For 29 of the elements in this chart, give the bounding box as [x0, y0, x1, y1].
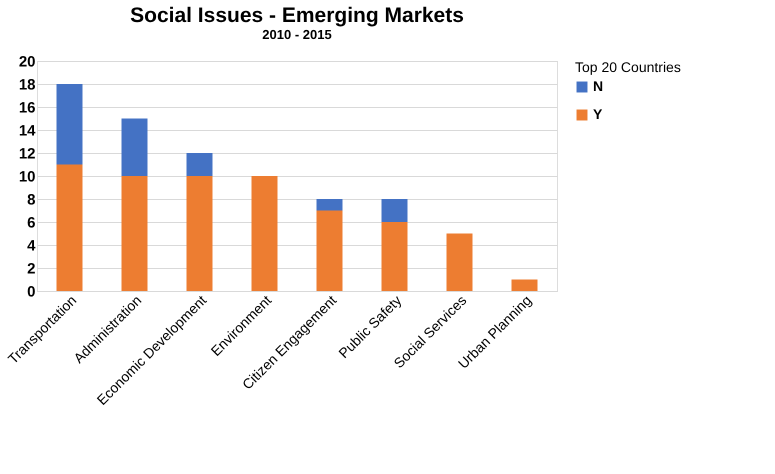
chart-subtitle: 2010 - 2015: [262, 27, 332, 42]
y-tick-label: 6: [27, 214, 36, 232]
bar: [186, 176, 212, 291]
bar: [316, 199, 342, 210]
bar: [186, 153, 212, 176]
bar: [382, 199, 408, 222]
y-tick-label: 10: [18, 168, 36, 186]
bar: [252, 176, 278, 291]
bar: [122, 118, 148, 176]
bar: [56, 84, 82, 164]
chart-title: Social Issues - Emerging Markets: [130, 4, 464, 27]
y-tick-label: 18: [18, 76, 36, 94]
bar: [382, 222, 408, 291]
bar: [512, 280, 538, 291]
y-tick-label: 16: [18, 100, 36, 116]
bar: [122, 176, 148, 291]
y-tick-label: 14: [18, 122, 36, 140]
legend-label: N: [593, 78, 604, 94]
bar: [446, 234, 472, 291]
y-tick-label: 12: [18, 146, 36, 162]
bar: [56, 164, 82, 291]
legend-title: Top 20 Countries: [575, 59, 681, 75]
legend-label: Y: [593, 106, 603, 122]
y-tick-label: 4: [27, 238, 36, 254]
bar: [316, 210, 342, 291]
y-tick-label: 20: [18, 54, 36, 70]
y-tick-label: 0: [27, 284, 36, 300]
y-tick-label: 8: [27, 192, 36, 208]
y-tick-label: 2: [27, 260, 36, 278]
